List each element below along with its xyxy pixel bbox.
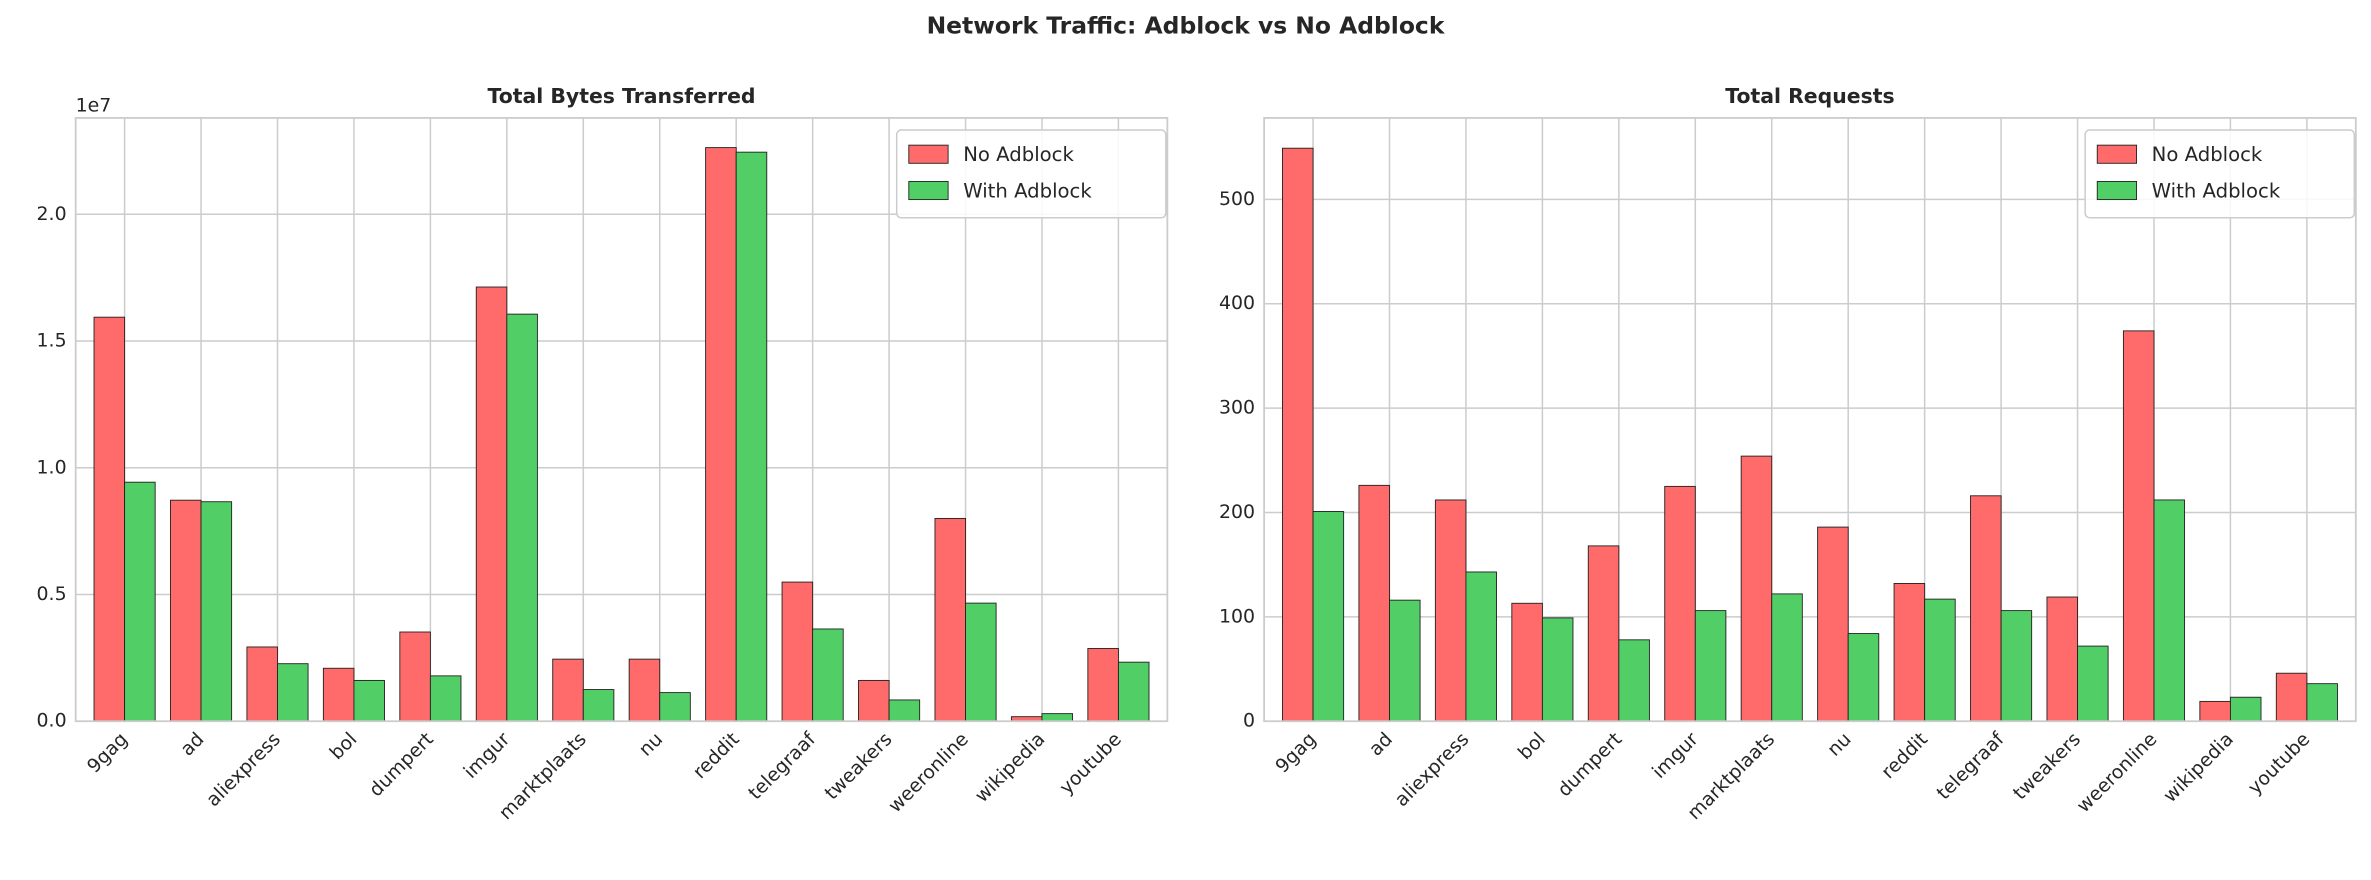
bar <box>1117 661 1150 722</box>
bar <box>1694 610 1727 722</box>
y-tick-label: 1.5 <box>37 330 67 352</box>
bar <box>812 628 844 722</box>
bar <box>2199 700 2231 722</box>
bar <box>582 689 615 722</box>
legend: No Adblock With Adblock <box>2084 129 2356 219</box>
bar <box>858 679 890 722</box>
bar <box>322 667 355 722</box>
bar <box>2275 672 2308 722</box>
bar <box>200 501 233 722</box>
bar <box>1618 639 1650 722</box>
subplot-title: Total Requests <box>1725 84 1894 108</box>
bar <box>2122 330 2155 722</box>
bar <box>552 658 584 722</box>
y-tick-label: 0.5 <box>37 583 67 605</box>
y-tick-label: 100 <box>1219 605 1255 627</box>
bar <box>2046 596 2078 722</box>
bar <box>124 481 156 722</box>
y-tick-label: 1.0 <box>37 456 67 478</box>
bar <box>1587 545 1620 722</box>
bar <box>475 286 508 722</box>
bar <box>2077 645 2109 722</box>
legend-label: With Adblock <box>2152 180 2281 203</box>
y-tick-label: 2.0 <box>37 203 67 225</box>
figure-title: Network Traffic: Adblock vs No Adblock <box>927 12 1446 40</box>
bar <box>399 631 431 722</box>
bar <box>246 646 278 722</box>
legend-swatch <box>2096 144 2138 164</box>
bar <box>1087 648 1119 722</box>
legend: No Adblock With Adblock <box>895 129 1167 219</box>
bar <box>628 658 661 722</box>
y-tick-label: 300 <box>1219 397 1255 419</box>
bar <box>934 517 966 722</box>
legend-label: No Adblock <box>2152 143 2263 166</box>
bar <box>1434 499 1467 722</box>
legend-swatch <box>908 144 949 164</box>
bar <box>429 675 462 722</box>
bar <box>965 602 997 722</box>
bar <box>1924 598 1956 722</box>
bar <box>1541 617 1574 722</box>
bar <box>735 151 768 722</box>
bar <box>2153 499 2186 722</box>
bar <box>506 313 538 722</box>
bar <box>1465 571 1497 722</box>
subplot-title: Total Bytes Transferred <box>487 84 755 108</box>
bar <box>277 663 309 722</box>
bar <box>1312 510 1345 722</box>
bar <box>1358 484 1390 722</box>
offset-label: 1e7 <box>76 94 112 116</box>
bar <box>93 316 126 722</box>
bar <box>659 692 691 722</box>
plot-frame <box>74 117 1169 723</box>
y-tick-label: 500 <box>1219 188 1255 210</box>
bar <box>1511 602 1543 722</box>
bar <box>1893 583 1926 722</box>
legend-box <box>895 129 1167 219</box>
bar <box>353 679 385 722</box>
legend-swatch <box>908 180 949 201</box>
bar <box>781 581 814 722</box>
bar <box>705 147 737 722</box>
bar <box>1817 526 1849 722</box>
y-tick-label: 0 <box>1243 710 1255 732</box>
legend-box <box>2084 129 2356 219</box>
bar <box>1740 455 1773 722</box>
bar <box>888 699 921 722</box>
bar <box>1970 495 2002 722</box>
legend-label: No Adblock <box>963 143 1074 166</box>
y-tick-label: 400 <box>1219 292 1255 314</box>
bar <box>170 499 202 722</box>
bar <box>1041 713 1074 722</box>
legend-swatch <box>2096 180 2138 201</box>
y-tick-label: 200 <box>1219 501 1255 523</box>
bar <box>1847 633 1880 722</box>
bar <box>1771 593 1803 722</box>
plot-frame <box>1263 117 2357 723</box>
bar <box>2000 610 2033 722</box>
bar <box>1282 147 1314 722</box>
y-tick-label: 0.0 <box>37 710 67 732</box>
bar <box>1664 485 1696 722</box>
legend-label: With Adblock <box>963 180 1092 203</box>
bar <box>2306 683 2338 722</box>
bar <box>2229 696 2262 722</box>
bar <box>1389 599 1421 722</box>
